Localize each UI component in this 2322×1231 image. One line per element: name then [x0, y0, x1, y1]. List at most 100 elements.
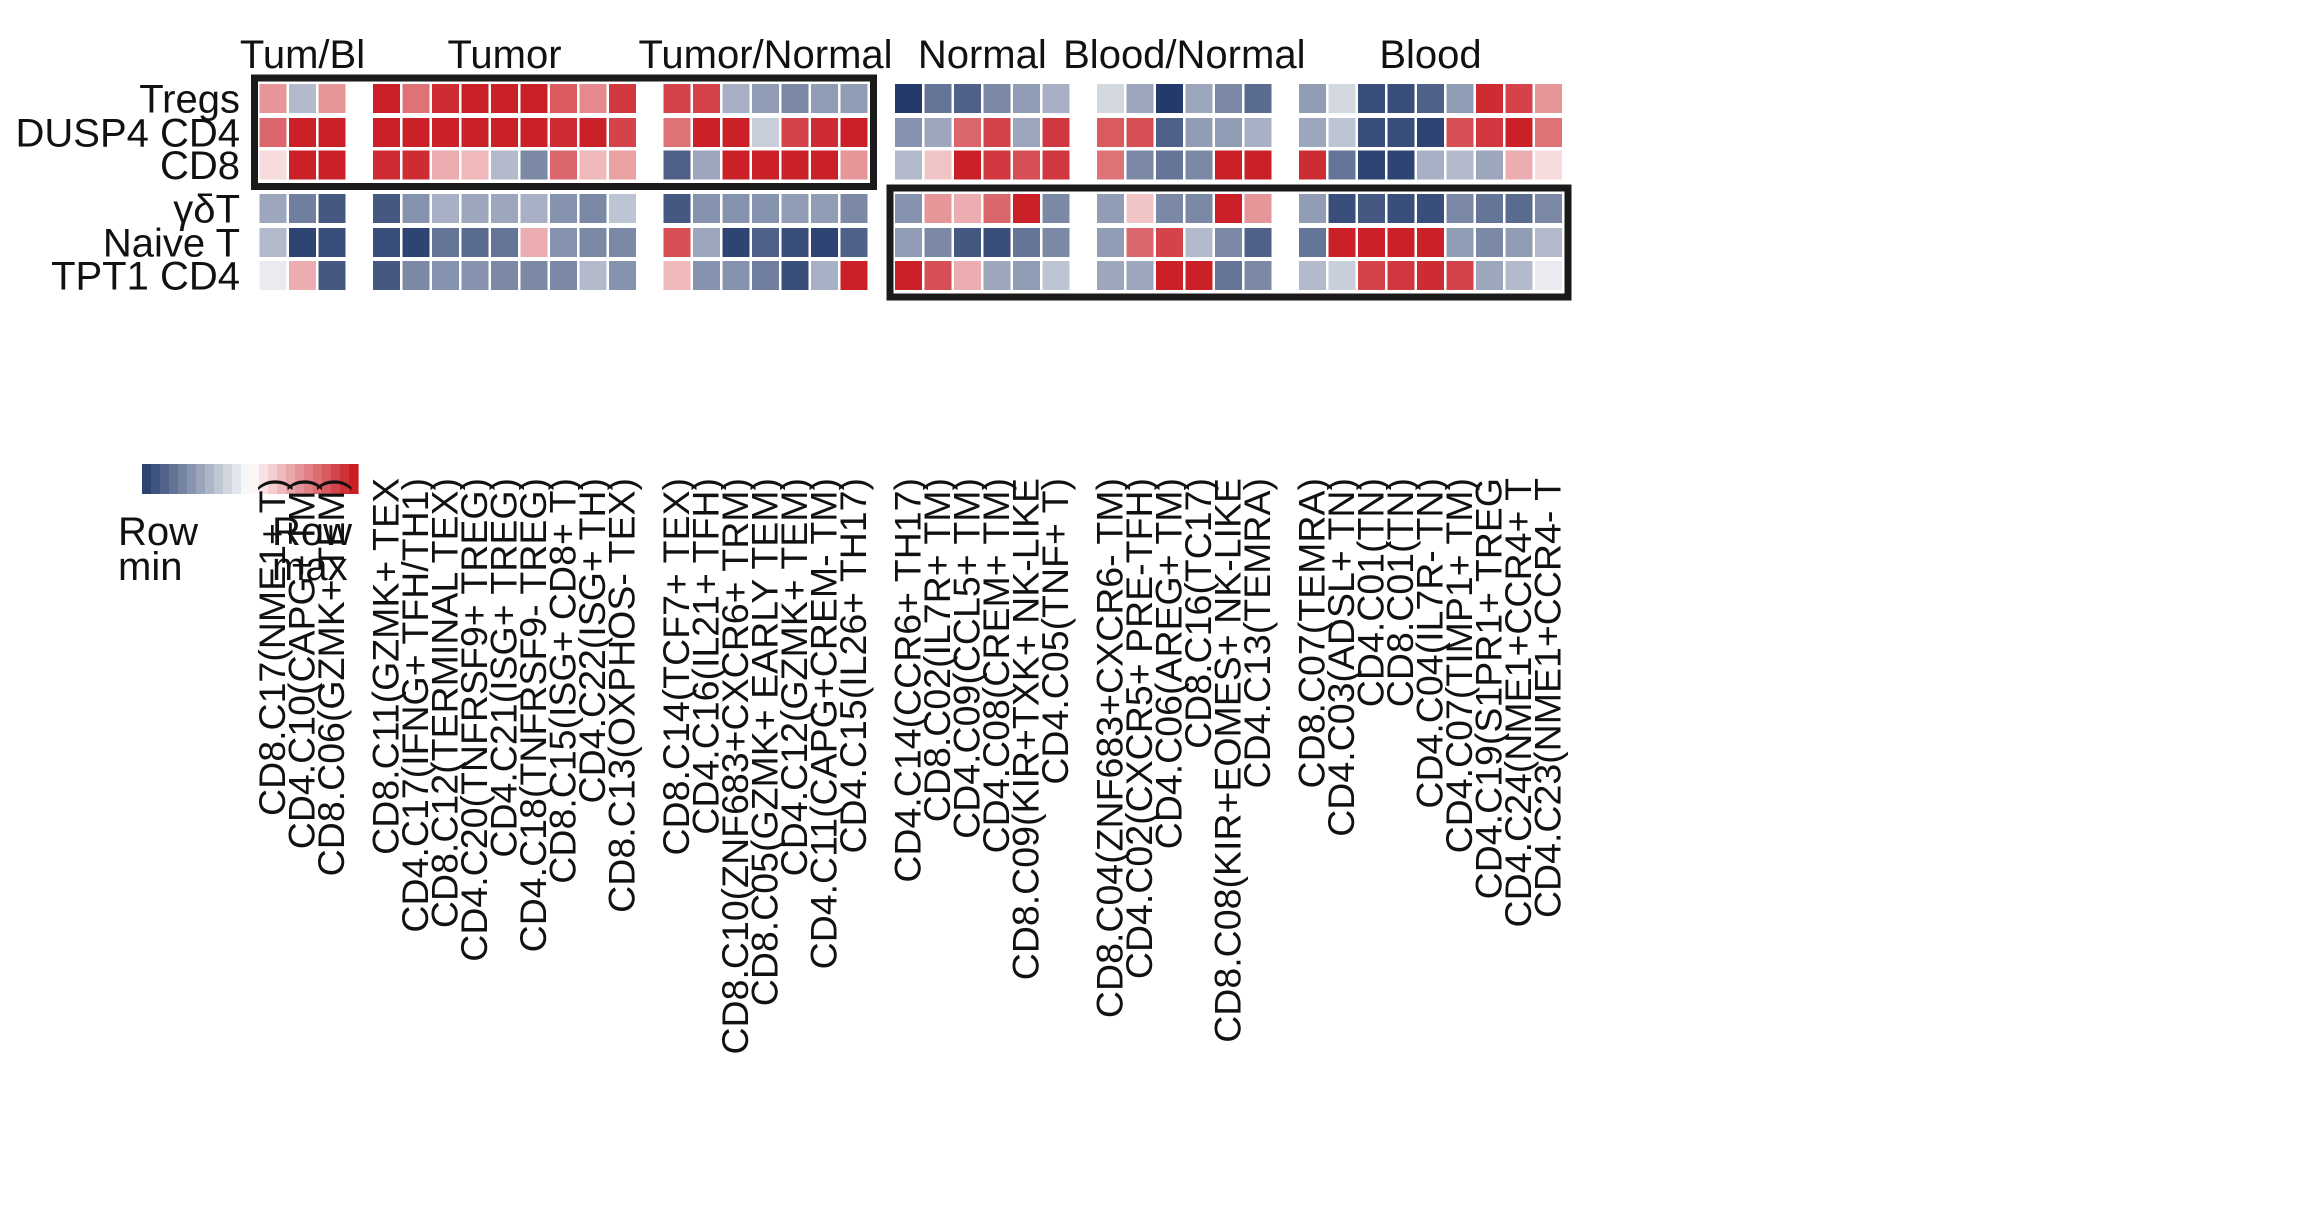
heatmap-cell — [491, 194, 518, 223]
column-label: CD4.C10(CAPG+ TM) — [281, 478, 323, 849]
heatmap-cell — [1358, 228, 1385, 257]
legend-max-label-1: Row — [272, 510, 352, 554]
heatmap-cell — [1244, 194, 1272, 223]
column-label: CD8.C16(TC17) — [1177, 478, 1219, 749]
heatmap-cell — [1013, 118, 1040, 147]
heatmap-cell — [1097, 194, 1124, 223]
heatmap-cell — [1328, 261, 1356, 290]
heatmap-cell — [781, 84, 809, 113]
heatmap-cell — [461, 84, 489, 113]
heatmap-cell — [289, 84, 316, 113]
heatmap-cell — [550, 228, 577, 257]
heatmap-cell — [609, 118, 636, 147]
heatmap-cell — [461, 261, 489, 290]
column-label: CD4.C16(IL21+ TFH) — [685, 478, 727, 835]
heatmap-cell — [373, 228, 400, 257]
legend-swatch — [304, 464, 314, 494]
heatmap-cell — [1244, 118, 1272, 147]
heatmap-cell — [1126, 194, 1154, 223]
heatmap-cell — [318, 194, 346, 223]
heatmap-cell — [491, 150, 518, 180]
heatmap-cell — [1387, 150, 1415, 180]
heatmap-cells — [259, 84, 1562, 290]
legend-swatch — [277, 464, 287, 494]
heatmap-cell — [693, 150, 720, 180]
heatmap-cell — [579, 84, 607, 113]
heatmap-cell — [609, 228, 636, 257]
heatmap-cell — [402, 194, 430, 223]
heatmap-cell — [1387, 261, 1415, 290]
heatmap-cell — [1185, 261, 1213, 290]
heatmap-cell — [1042, 228, 1070, 257]
column-label: CD8.C14(TCF7+ TEX) — [655, 478, 697, 856]
heatmap-cell — [1126, 84, 1154, 113]
heatmap-cell — [1126, 118, 1154, 147]
heatmap-cell — [954, 150, 981, 180]
heatmap-cell — [1535, 84, 1562, 113]
column-label: CD8.C11(GZMK+ TEX — [365, 478, 407, 855]
group-label: Tum/Bl — [240, 33, 365, 77]
heatmap-cell — [1417, 118, 1444, 147]
row-label: DUSP4 CD4 — [15, 112, 240, 156]
legend-swatch — [142, 464, 152, 494]
heatmap-cell — [1446, 228, 1474, 257]
heatmap-cell — [491, 228, 518, 257]
legend-swatch — [151, 464, 161, 494]
heatmap-cell — [1328, 150, 1356, 180]
legend-swatch — [232, 464, 242, 494]
heatmap-cell — [373, 84, 400, 113]
heatmap-cell — [550, 194, 577, 223]
heatmap-cell — [579, 194, 607, 223]
column-label: CD4.C13(TEMRA) — [1236, 478, 1278, 788]
heatmap-cell — [1387, 84, 1415, 113]
heatmap-cell — [1417, 261, 1444, 290]
heatmap-cell — [289, 194, 316, 223]
heatmap-cell — [983, 194, 1011, 223]
heatmap-cell — [663, 228, 691, 257]
heatmap-cell — [1505, 84, 1533, 113]
heatmap-cell — [1185, 150, 1213, 180]
column-label: CD8.C05(GZMK+ EARLY TEM) — [744, 478, 786, 1006]
column-label: CD4.C03(ADSL+ TN) — [1320, 478, 1362, 837]
row-label: Naive T — [103, 222, 240, 266]
heatmap-cell — [752, 261, 779, 290]
column-label: CD8.C12(TERMINAL TEX) — [424, 478, 466, 928]
heatmap-cell — [491, 84, 518, 113]
column-label: CD4.C11(CAPG+CREM- TM) — [803, 478, 845, 969]
heatmap-cell — [318, 228, 346, 257]
heatmap-cell — [318, 118, 346, 147]
heatmap-cell — [1185, 194, 1213, 223]
legend-swatch — [322, 464, 332, 494]
heatmap-cell — [663, 261, 691, 290]
heatmap-cell — [1097, 84, 1124, 113]
legend-swatch — [259, 464, 269, 494]
heatmap-cell — [895, 228, 922, 257]
heatmap-cell — [259, 228, 287, 257]
heatmap-cell — [693, 261, 720, 290]
heatmap-cell — [373, 150, 400, 180]
heatmap-cell — [924, 150, 952, 180]
column-label: CD8.C08(KIR+EOMES+ NK-LIKE — [1207, 478, 1249, 1043]
column-label: CD8.C04(ZNF683+CXCR6- TM) — [1089, 478, 1131, 1018]
heatmap-cell — [895, 118, 922, 147]
column-label: CD8.C06(GZMK+ TEM) — [310, 478, 352, 876]
legend-gradient — [142, 464, 359, 494]
column-label: CD4.C01(TN) — [1350, 478, 1392, 707]
heatmap-cell — [373, 194, 400, 223]
heatmap-cell — [663, 118, 691, 147]
heatmap-cell — [811, 118, 838, 147]
heatmap-cell — [1042, 261, 1070, 290]
heatmap-cell — [1244, 228, 1272, 257]
heatmap-cell — [811, 150, 838, 180]
heatmap-cell — [840, 194, 868, 223]
heatmap-cell — [1042, 150, 1070, 180]
group-label: Tumor — [447, 33, 561, 77]
group-label: Normal — [918, 33, 1047, 77]
legend-swatch — [160, 464, 170, 494]
legend-swatch — [349, 464, 359, 494]
column-label: CD4.C23(NME1+CCR4- T — [1527, 478, 1569, 918]
legend-swatch — [286, 464, 296, 494]
heatmap-cell — [1215, 194, 1242, 223]
legend-swatch — [313, 464, 323, 494]
heatmap-cell — [1013, 261, 1040, 290]
